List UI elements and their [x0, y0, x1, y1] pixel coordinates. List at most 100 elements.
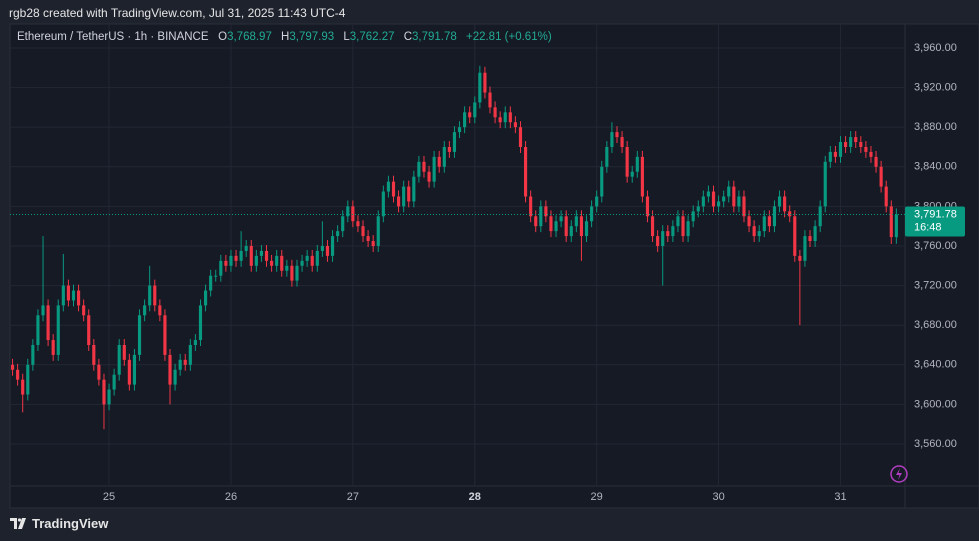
candle-body [894, 214, 898, 238]
legend-h: H [281, 31, 290, 43]
candle-body [376, 216, 380, 246]
candle-body [102, 379, 106, 405]
candle-body [214, 275, 218, 277]
candle-body [82, 305, 86, 316]
candle-body [112, 374, 116, 390]
candle-body [361, 226, 365, 237]
candle-body [310, 255, 314, 266]
candle-body [56, 305, 60, 355]
candle-body [412, 176, 416, 202]
candle-body [818, 206, 822, 227]
candle-body [823, 161, 827, 207]
candle-body [508, 112, 512, 123]
x-tick-label: 31 [834, 491, 846, 503]
candle-body [87, 315, 91, 345]
candle-body [351, 206, 355, 222]
candle-body [280, 255, 284, 271]
y-tick-label: 3,920.00 [914, 81, 957, 93]
candle-body [854, 137, 858, 143]
candle-body [564, 216, 568, 237]
candle-body [315, 250, 319, 266]
candle-body [407, 186, 411, 202]
candle-body [132, 354, 137, 385]
legend-low: 3,762.27 [349, 31, 395, 43]
candle-body [325, 245, 330, 256]
candle-body [198, 305, 203, 341]
candle-body [173, 369, 177, 385]
candle-body [757, 231, 761, 237]
candle-body [610, 132, 614, 147]
candle-body [737, 196, 741, 207]
candle-body [264, 250, 269, 261]
candle-body [341, 216, 345, 232]
candle-body [605, 146, 609, 167]
lightning-icon[interactable] [890, 465, 908, 483]
candle-body [864, 146, 868, 152]
y-tick-label: 3,960.00 [914, 42, 957, 54]
candle-body [732, 186, 736, 207]
candle-body [661, 231, 665, 246]
legend-open: 3,768.97 [227, 31, 272, 43]
candle-body [488, 92, 492, 108]
candle-body [209, 275, 213, 291]
candle-body [391, 181, 396, 197]
candle-body [493, 107, 497, 118]
candle-body [51, 340, 55, 355]
candle-body [650, 216, 655, 237]
candle-body [10, 364, 15, 370]
candle-body [183, 359, 187, 365]
candle-body [402, 186, 406, 207]
brand: TradingView [32, 516, 109, 531]
candle-body [127, 359, 131, 385]
candle-body [386, 181, 390, 192]
candle-body [203, 290, 208, 306]
candle-body [777, 196, 782, 207]
candle-body [234, 255, 238, 261]
candle-body [630, 171, 634, 177]
candle-body [798, 255, 802, 261]
candle-body [584, 221, 589, 237]
y-tick-label: 3,560.00 [914, 438, 957, 450]
candle-body [833, 151, 837, 157]
candle-body [285, 265, 289, 271]
candle-body [305, 255, 309, 261]
candle-body [163, 315, 167, 355]
candle-body [143, 305, 147, 316]
candle-body [574, 216, 578, 227]
candle-body [523, 146, 528, 197]
candle-body [752, 226, 756, 237]
legend-close: 3,791.78 [412, 31, 457, 43]
candle-body [193, 340, 197, 345]
candle-body [859, 142, 863, 147]
candle-body [36, 315, 40, 345]
candle-body [468, 112, 472, 118]
candle-body [229, 255, 233, 266]
legend-high: 3,797.93 [289, 31, 335, 43]
legend-o: O [218, 31, 228, 43]
candle-body [219, 260, 223, 276]
candle-body [838, 142, 843, 157]
candle-body [300, 260, 304, 266]
candle-body [122, 345, 126, 360]
candle-body [148, 285, 152, 306]
candle-body [590, 206, 594, 222]
candle-body [61, 285, 65, 306]
x-tick-label: 29 [591, 491, 603, 503]
candle-body [46, 305, 50, 341]
candle-body [371, 241, 375, 246]
candle-body [117, 345, 121, 375]
candle-body [463, 112, 467, 128]
candle-body [666, 231, 670, 237]
x-tick-label: 28 [469, 491, 481, 503]
candle-body [808, 236, 812, 242]
candle-body [742, 196, 746, 217]
candle-body [640, 156, 644, 197]
candle-body [356, 221, 360, 227]
candle-body [869, 151, 873, 157]
candle-body [320, 245, 324, 251]
candle-body [620, 137, 624, 147]
candle-body [422, 161, 426, 172]
candle-body [727, 186, 731, 197]
candle-body [31, 345, 35, 365]
y-tick-label: 3,680.00 [914, 319, 957, 331]
